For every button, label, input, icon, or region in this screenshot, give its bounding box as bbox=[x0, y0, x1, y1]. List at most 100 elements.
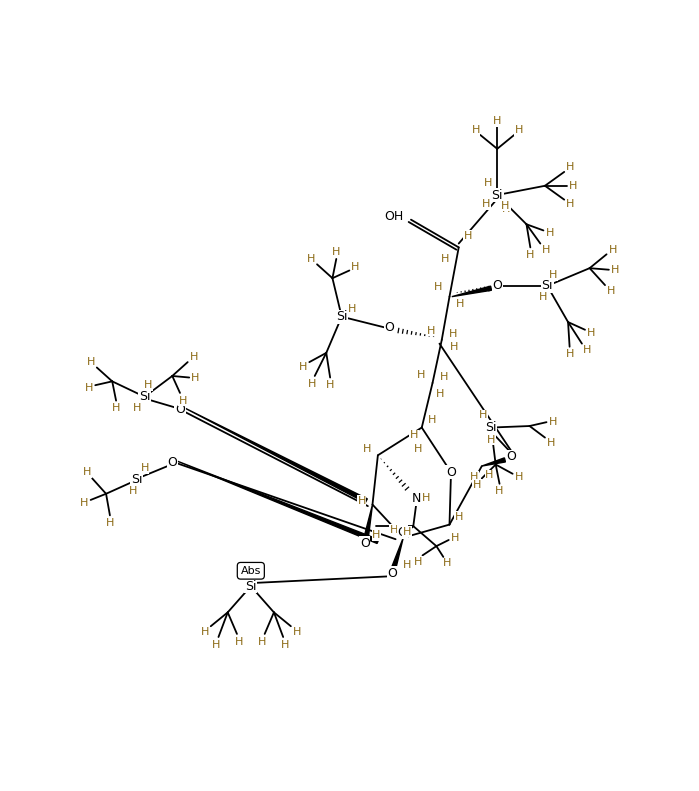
Text: O: O bbox=[446, 466, 456, 479]
Text: H: H bbox=[470, 472, 478, 482]
Text: H: H bbox=[482, 199, 491, 210]
Text: H: H bbox=[456, 299, 464, 309]
Text: H: H bbox=[357, 496, 366, 505]
Text: H: H bbox=[212, 640, 220, 649]
Polygon shape bbox=[392, 538, 403, 568]
Text: H: H bbox=[239, 567, 247, 577]
Text: H: H bbox=[428, 414, 437, 425]
Text: Si: Si bbox=[542, 279, 553, 293]
Text: H: H bbox=[308, 379, 317, 388]
Text: H: H bbox=[434, 282, 442, 293]
Polygon shape bbox=[452, 286, 491, 297]
Text: O: O bbox=[387, 566, 398, 580]
Text: H: H bbox=[129, 486, 137, 497]
Text: H: H bbox=[487, 435, 496, 445]
Text: H: H bbox=[352, 262, 360, 271]
Text: H: H bbox=[144, 380, 152, 390]
Text: H: H bbox=[545, 228, 554, 238]
Text: H: H bbox=[454, 512, 463, 522]
Text: N: N bbox=[412, 492, 421, 505]
Text: H: H bbox=[436, 389, 445, 399]
Polygon shape bbox=[482, 458, 505, 466]
Text: H: H bbox=[201, 626, 209, 637]
Text: H: H bbox=[514, 125, 523, 135]
Text: H: H bbox=[299, 361, 308, 372]
Text: O: O bbox=[398, 526, 408, 539]
Text: H: H bbox=[471, 125, 480, 135]
Polygon shape bbox=[184, 407, 367, 502]
Text: H: H bbox=[281, 640, 289, 649]
Text: H: H bbox=[473, 479, 482, 490]
Text: H: H bbox=[514, 472, 523, 482]
Text: H: H bbox=[493, 116, 501, 126]
Text: H: H bbox=[539, 292, 547, 301]
Text: H: H bbox=[307, 254, 315, 264]
Text: O: O bbox=[384, 321, 394, 334]
Text: OH: OH bbox=[384, 210, 403, 223]
Text: Abs: Abs bbox=[240, 566, 261, 576]
Text: H: H bbox=[566, 162, 575, 172]
Text: Si: Si bbox=[491, 188, 503, 202]
Text: H: H bbox=[179, 396, 187, 406]
Text: H: H bbox=[417, 370, 425, 380]
Text: H: H bbox=[133, 403, 141, 414]
Text: H: H bbox=[485, 471, 493, 480]
Text: H: H bbox=[549, 417, 557, 427]
Text: O: O bbox=[492, 279, 502, 293]
Text: Si: Si bbox=[485, 421, 497, 434]
Text: H: H bbox=[363, 444, 371, 454]
Text: H: H bbox=[293, 626, 301, 637]
Text: H: H bbox=[106, 518, 114, 528]
Text: O: O bbox=[167, 456, 178, 470]
Text: Si: Si bbox=[336, 310, 347, 324]
Text: H: H bbox=[500, 201, 509, 210]
Text: H: H bbox=[112, 403, 120, 414]
Text: H: H bbox=[403, 559, 411, 570]
Text: H: H bbox=[410, 430, 418, 441]
Text: H: H bbox=[82, 467, 91, 477]
Text: H: H bbox=[451, 533, 459, 543]
Text: O: O bbox=[175, 403, 185, 415]
Text: H: H bbox=[87, 357, 95, 367]
Text: H: H bbox=[348, 304, 356, 314]
Text: H: H bbox=[549, 270, 558, 280]
Text: Si: Si bbox=[139, 390, 150, 403]
Text: H: H bbox=[566, 199, 575, 210]
Text: H: H bbox=[480, 411, 487, 420]
Text: H: H bbox=[192, 373, 200, 383]
Text: H: H bbox=[607, 286, 615, 297]
Text: H: H bbox=[526, 250, 535, 260]
Text: H: H bbox=[85, 383, 93, 392]
Text: H: H bbox=[440, 254, 449, 264]
Polygon shape bbox=[364, 505, 373, 537]
Text: H: H bbox=[443, 558, 452, 568]
Text: Si: Si bbox=[245, 580, 257, 592]
Text: H: H bbox=[403, 527, 411, 536]
Text: H: H bbox=[463, 231, 472, 240]
Text: H: H bbox=[140, 464, 149, 473]
Text: H: H bbox=[440, 372, 448, 382]
Text: H: H bbox=[583, 345, 591, 355]
Text: H: H bbox=[587, 327, 596, 338]
Text: H: H bbox=[565, 350, 574, 359]
Text: H: H bbox=[427, 326, 435, 335]
Text: H: H bbox=[390, 525, 398, 535]
Text: O: O bbox=[360, 536, 370, 550]
Text: O: O bbox=[506, 450, 516, 464]
Text: H: H bbox=[372, 530, 380, 540]
Text: H: H bbox=[568, 181, 577, 191]
Text: H: H bbox=[448, 328, 456, 339]
Text: H: H bbox=[326, 380, 334, 390]
Text: Si: Si bbox=[131, 474, 143, 486]
Text: H: H bbox=[414, 444, 422, 454]
Text: H: H bbox=[542, 244, 550, 255]
Text: H: H bbox=[450, 343, 459, 353]
Text: H: H bbox=[611, 265, 619, 274]
Text: H: H bbox=[496, 486, 504, 497]
Text: H: H bbox=[332, 247, 340, 257]
Text: H: H bbox=[235, 637, 243, 646]
Text: H: H bbox=[189, 352, 198, 361]
Text: H: H bbox=[503, 204, 511, 214]
Text: H: H bbox=[421, 494, 430, 503]
Text: H: H bbox=[484, 179, 492, 188]
